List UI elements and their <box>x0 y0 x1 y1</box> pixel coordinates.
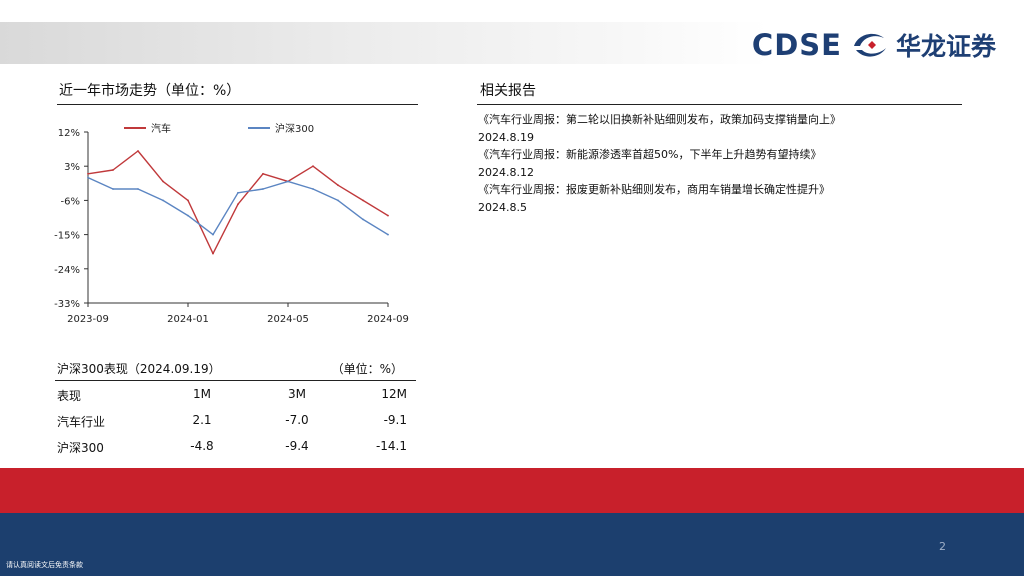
legend-label: 汽车 <box>151 122 171 135</box>
report-item[interactable]: 《汽车行业周报：新能源渗透率首超50%，下半年上升趋势有望持续》 2024.8.… <box>478 146 968 181</box>
report-item[interactable]: 《汽车行业周报：第二轮以旧换新补贴细则发布，政策加码支撑销量向上》 2024.8… <box>478 111 968 146</box>
chart-section-rule <box>57 104 418 105</box>
series-line <box>87 176 389 236</box>
table-row: 汽车行业 2.1 -7.0 -9.1 <box>57 413 417 433</box>
brand-latin: CDSE <box>751 28 842 62</box>
series-point <box>362 218 364 221</box>
performance-table-unit: （单位：%） <box>331 362 403 376</box>
series-line <box>87 150 389 255</box>
series-point <box>387 214 389 217</box>
y-tick-label: 3% <box>64 162 80 173</box>
series-point <box>112 169 114 171</box>
y-tick-label: 12% <box>58 128 80 139</box>
table-cell: 沪深300 <box>57 441 104 455</box>
footer-red-band <box>0 468 1024 513</box>
series-point <box>237 191 239 194</box>
table-header-cell: 3M <box>288 387 306 401</box>
performance-table-title: 沪深300表现（2024.09.19） <box>57 362 221 376</box>
table-header-cell: 1M <box>193 387 211 401</box>
y-tick-label: -24% <box>54 265 80 276</box>
brand-chinese: 华龙证券 <box>895 32 996 61</box>
series-point <box>262 172 264 175</box>
series-point <box>212 233 214 236</box>
table-cell: -9.4 <box>285 439 309 453</box>
series-point <box>162 199 164 202</box>
legend-label: 沪深300 <box>275 122 314 135</box>
x-tick-label: 2024-09 <box>367 314 409 325</box>
series-point <box>212 252 214 255</box>
performance-table-rule <box>55 380 416 381</box>
table-cell: 2.1 <box>192 413 212 427</box>
series-point <box>262 188 264 190</box>
brand-logo: CDSE 华龙证券 <box>752 28 996 62</box>
report-title: 《汽车行业周报：新能源渗透率首超50%，下半年上升趋势有望持续》 <box>478 148 822 161</box>
series-point <box>137 188 139 190</box>
reports-section-rule <box>477 104 962 105</box>
x-tick-label: 2024-01 <box>167 314 209 325</box>
series-point <box>287 180 289 183</box>
table-cell: -9.1 <box>383 413 407 427</box>
table-row: 沪深300 -4.8 -9.4 -14.1 <box>57 439 417 459</box>
series-point <box>87 172 89 175</box>
x-tick-label: 2024-05 <box>267 314 309 325</box>
y-tick-label: -33% <box>54 299 80 310</box>
performance-table-title-row: 沪深300表现（2024.09.19） （单位：%） <box>57 360 417 380</box>
report-date: 2024.8.19 <box>478 130 534 144</box>
table-header-row: 表现 1M 3M 12M <box>57 387 417 407</box>
series-point <box>87 176 89 179</box>
series-point <box>337 199 339 202</box>
reports-section-title: 相关报告 <box>480 83 536 99</box>
table-header-cell: 12M <box>381 387 407 401</box>
series-point <box>187 199 189 202</box>
related-reports-list: 《汽车行业周报：第二轮以旧换新补贴细则发布，政策加码支撑销量向上》 2024.8… <box>478 111 968 216</box>
series-point <box>112 188 114 190</box>
table-cell: 汽车行业 <box>57 415 106 429</box>
table-cell: -4.8 <box>190 439 214 453</box>
series-point <box>312 165 314 168</box>
x-tick-label: 2023-09 <box>67 314 109 325</box>
table-cell: -14.1 <box>375 439 407 453</box>
header-band <box>0 22 1024 64</box>
y-tick-label: -6% <box>61 196 80 207</box>
disclaimer-text: 请认真阅读文后免责条款 <box>6 561 83 569</box>
series-point <box>337 184 339 187</box>
series-point <box>362 199 364 202</box>
series-point <box>387 233 389 236</box>
series-point <box>187 214 189 217</box>
table-cell: -7.0 <box>285 413 309 427</box>
table-header-cell: 表现 <box>57 389 82 403</box>
series-point <box>162 180 164 183</box>
series-point <box>137 150 139 152</box>
report-item[interactable]: 《汽车行业周报：报废更新补贴细则发布，商用车销量增长确定性提升》 2024.8.… <box>478 181 968 216</box>
market-trend-chart: 12% 3% -6% -15% -24% -33% 2023-09 2024-01 2024-0… <box>54 122 409 325</box>
chart-section-title: 近一年市场走势（单位：%） <box>59 83 241 99</box>
report-date: 2024.8.12 <box>478 165 534 179</box>
series-point <box>312 188 314 190</box>
dragon-logo-icon <box>853 33 886 57</box>
report-date: 2024.8.5 <box>478 200 527 214</box>
report-title: 《汽车行业周报：第二轮以旧换新补贴细则发布，政策加码支撑销量向上》 <box>478 113 841 126</box>
footer-blue-band <box>0 513 1024 576</box>
page-number: 2 <box>939 540 946 553</box>
report-title: 《汽车行业周报：报废更新补贴细则发布，商用车销量增长确定性提升》 <box>478 183 830 196</box>
series-point <box>237 203 239 206</box>
y-tick-label: -15% <box>54 231 80 242</box>
